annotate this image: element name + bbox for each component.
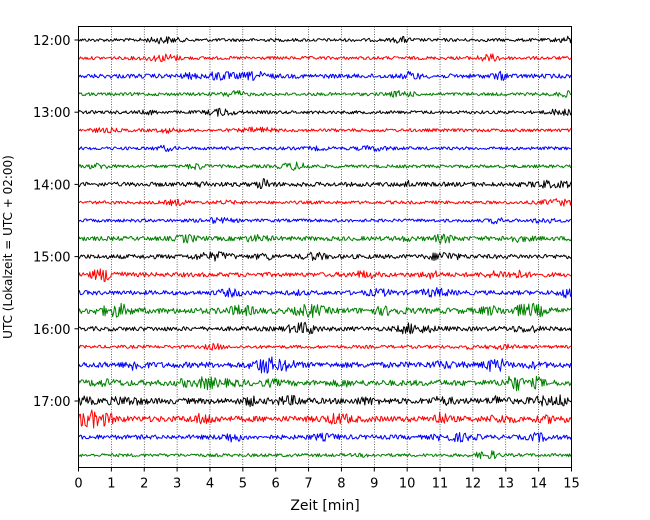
y-tick-label: 14:00 (33, 178, 70, 193)
seismic-trace (78, 217, 572, 225)
seismic-trace (78, 233, 572, 244)
x-tick-label: 13 (497, 477, 514, 492)
x-tick-label: 1 (107, 477, 115, 492)
y-tick-label: 13:00 (33, 106, 70, 121)
y-tick-label: 17:00 (33, 395, 70, 410)
seismic-trace (78, 144, 572, 152)
seismic-trace (78, 302, 572, 318)
plot-frame (78, 26, 572, 468)
x-tick-label: 12 (465, 477, 482, 492)
seismic-trace (78, 198, 572, 207)
y-tick-label: 12:00 (33, 34, 70, 49)
seismic-trace (78, 342, 572, 351)
seismic-trace (78, 409, 572, 429)
seismic-trace (78, 356, 572, 374)
seismic-trace (78, 287, 572, 299)
x-tick-label: 15 (563, 477, 580, 492)
seismic-trace (78, 161, 572, 171)
y-tick-label: 16:00 (33, 323, 70, 338)
y-axis: 12:00 13:00 14:00 15:00 16:00 17:00 (33, 34, 79, 410)
x-tick-label: 14 (530, 477, 547, 492)
y-axis-label: UTC (Lokalzeit = UTC + 02:00) (1, 155, 15, 339)
x-axis: 0 1 2 3 4 5 6 7 8 9 10 11 12 13 14 15 (74, 467, 580, 492)
x-tick-label: 2 (140, 477, 148, 492)
seismic-trace (78, 450, 572, 460)
x-tick-label: 10 (399, 477, 416, 492)
x-tick-label: 3 (173, 477, 181, 492)
seismic-trace (78, 35, 572, 45)
seismic-trace (78, 268, 572, 282)
seismic-trace (78, 126, 572, 134)
seismic-trace (78, 432, 572, 443)
trace-group (78, 35, 572, 460)
x-tick-label: 4 (206, 477, 214, 492)
x-axis-label: Zeit [min] (290, 498, 359, 514)
x-tick-label: 8 (337, 477, 345, 492)
x-tick-label: 7 (304, 477, 312, 492)
seismic-trace (78, 375, 572, 392)
seismic-trace (78, 107, 572, 117)
seismic-trace (78, 70, 572, 81)
x-tick-label: 0 (74, 477, 82, 492)
seismic-trace (78, 394, 572, 408)
seismic-trace (78, 321, 572, 335)
grid-lines (111, 26, 539, 468)
x-tick-label: 5 (239, 477, 247, 492)
seismic-trace (78, 53, 572, 63)
y-tick-label: 15:00 (33, 251, 70, 266)
seismic-trace (78, 89, 572, 98)
x-tick-label: 9 (370, 477, 378, 492)
seismic-trace (78, 178, 572, 190)
x-tick-label: 6 (272, 477, 280, 492)
seismic-trace (78, 251, 572, 262)
x-tick-label: 11 (432, 477, 449, 492)
